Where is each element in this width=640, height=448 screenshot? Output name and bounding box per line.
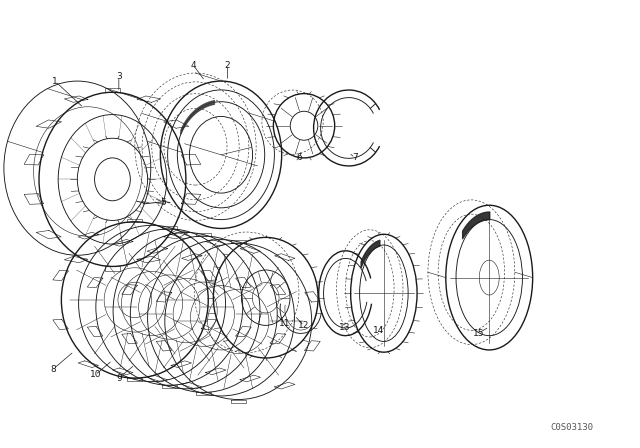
Text: 5: 5 — [161, 198, 166, 207]
Text: 2: 2 — [225, 61, 230, 70]
Text: 6: 6 — [297, 153, 303, 163]
Text: 15: 15 — [472, 329, 484, 338]
Text: C0S03130: C0S03130 — [551, 423, 594, 432]
Text: 3: 3 — [116, 72, 122, 81]
Text: 4: 4 — [191, 61, 196, 70]
Text: 8: 8 — [50, 365, 56, 374]
Text: 10: 10 — [90, 370, 101, 379]
Text: 14: 14 — [373, 326, 385, 335]
Text: 13: 13 — [339, 323, 350, 332]
Text: 11: 11 — [279, 319, 291, 327]
Text: 9: 9 — [116, 374, 122, 383]
Text: 7: 7 — [352, 153, 358, 163]
Text: 12: 12 — [298, 321, 310, 330]
Text: 1: 1 — [52, 77, 58, 86]
